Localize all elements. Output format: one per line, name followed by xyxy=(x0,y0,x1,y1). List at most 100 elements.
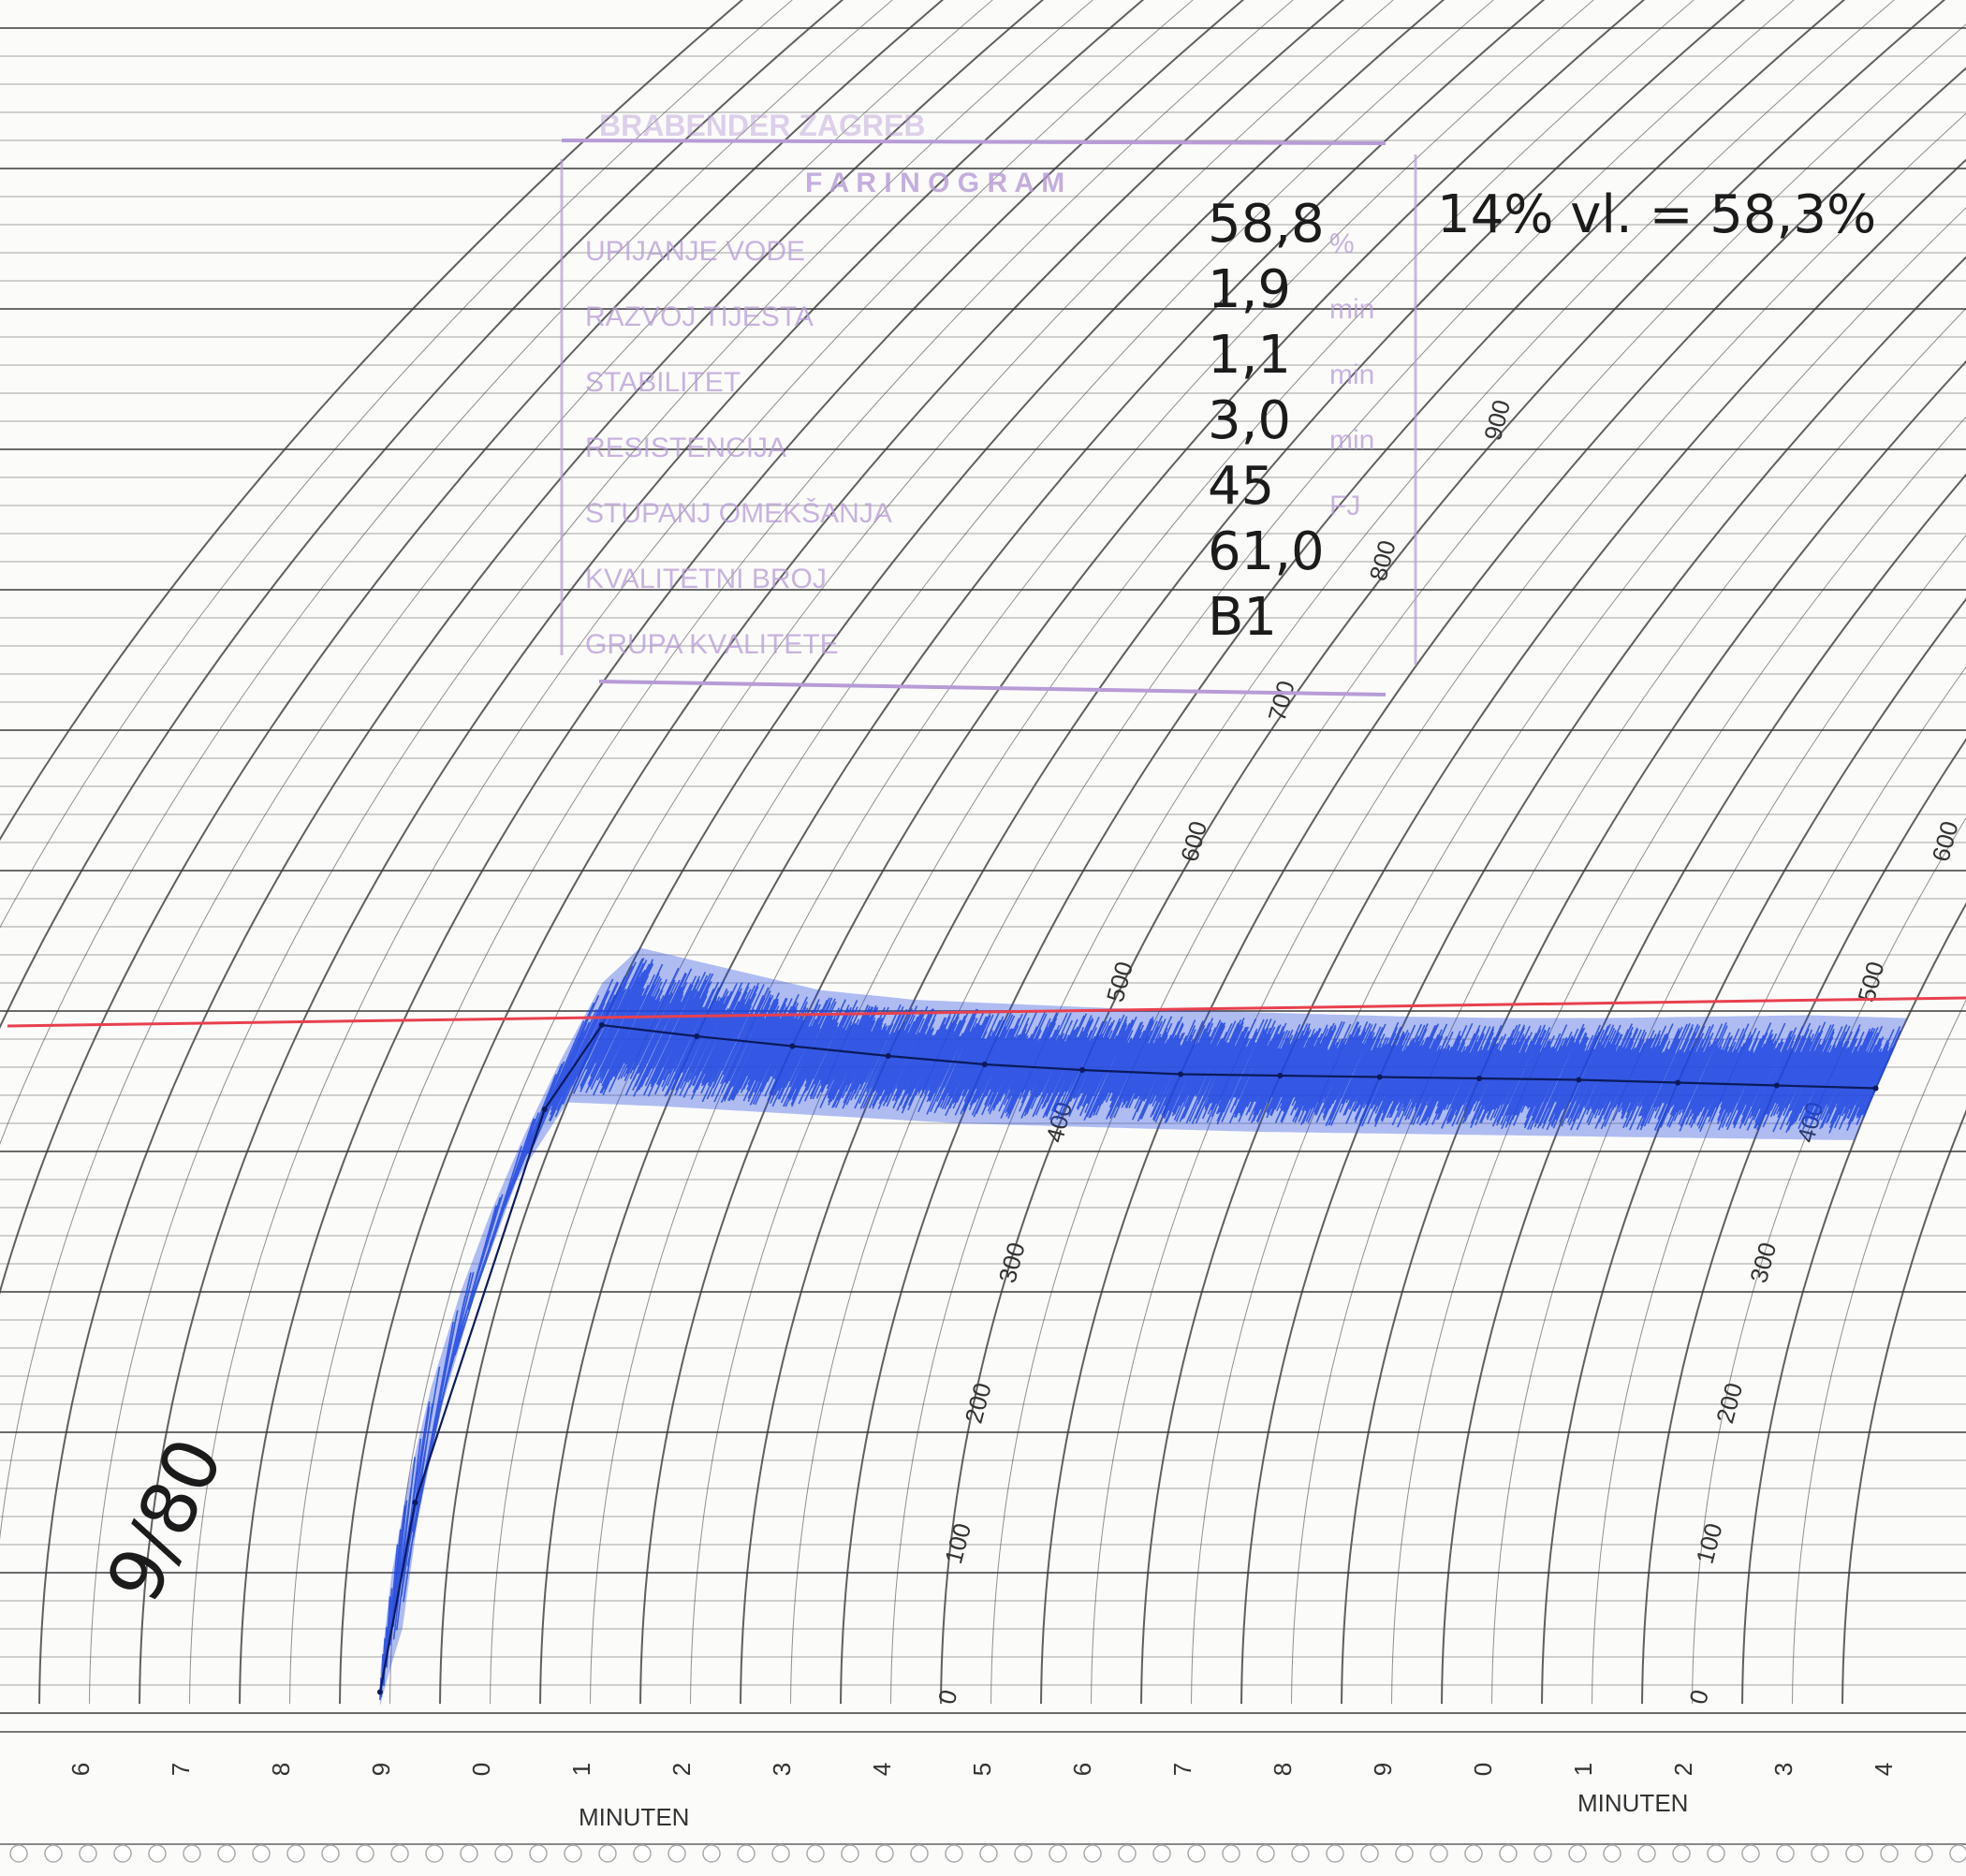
y-tick-label: 100 xyxy=(1691,1520,1728,1567)
sprocket-hole xyxy=(1568,1844,1587,1863)
curve-point xyxy=(1872,1085,1879,1092)
form-row-value: 45 xyxy=(1208,456,1274,517)
form-row-value: 3,0 xyxy=(1208,390,1291,451)
curve-point xyxy=(1476,1076,1483,1081)
sprocket-hole xyxy=(44,1844,63,1863)
form-row-unit: % xyxy=(1329,228,1355,259)
curve-point xyxy=(1178,1071,1184,1077)
sprocket-hole xyxy=(1222,1844,1240,1863)
form-row-label: GRUPA KVALITETE xyxy=(585,629,839,660)
sprocket-hole xyxy=(945,1844,963,1863)
form-row-unit: FJ xyxy=(1329,491,1360,521)
sprocket-hole xyxy=(1291,1844,1310,1863)
sprocket-hole xyxy=(1464,1844,1483,1863)
x-tick-label: 6 xyxy=(66,1763,95,1776)
sprocket-hole xyxy=(1707,1844,1725,1863)
y-tick-label: 100 xyxy=(939,1520,976,1567)
sprocket-hole xyxy=(1533,1844,1552,1863)
sprocket-hole xyxy=(1845,1844,1864,1863)
x-tick-label: 4 xyxy=(1870,1763,1898,1776)
sprocket-hole xyxy=(148,1844,167,1863)
y-tick-label: 0 xyxy=(932,1687,963,1707)
x-axis-label-repeat: MINUTEN xyxy=(1577,1789,1688,1817)
moisture-note: 14% vl. = 58,3% xyxy=(1437,184,1876,245)
x-tick-labels: 6 7 8 9 0 1 2 3 4 5 6 7 8 9 0 1 2 3 4 xyxy=(66,1763,1898,1776)
curve-point xyxy=(885,1053,891,1059)
sprocket-hole xyxy=(1360,1844,1379,1863)
sprocket-hole xyxy=(633,1844,652,1863)
sprocket-hole xyxy=(875,1844,894,1863)
sprocket-hole xyxy=(390,1844,409,1863)
curve-point xyxy=(541,1107,548,1112)
sprocket-hole xyxy=(1187,1844,1206,1863)
sprocket-hole xyxy=(529,1844,548,1863)
x-tick-label: 1 xyxy=(1569,1763,1597,1776)
curve-point xyxy=(1773,1082,1780,1089)
form-row-label: RESISTENCIJA xyxy=(585,432,786,463)
form-row-value: 58,8 xyxy=(1208,194,1325,255)
x-tick-label: 8 xyxy=(267,1763,295,1776)
sprocket-hole xyxy=(1014,1844,1033,1863)
sprocket-hole xyxy=(1430,1844,1448,1863)
sprocket-hole xyxy=(1637,1844,1656,1863)
y-tick-label: 900 xyxy=(1478,397,1516,444)
form-row-unit: min xyxy=(1329,425,1374,456)
sprocket-hole xyxy=(1395,1844,1414,1863)
sprocket-hole xyxy=(1326,1844,1344,1863)
x-tick-label: 9 xyxy=(1369,1763,1397,1776)
x-tick-label: 9 xyxy=(367,1763,395,1776)
sprocket-hole xyxy=(1603,1844,1621,1863)
sprocket-hole xyxy=(702,1844,721,1863)
y-tick-label: 800 xyxy=(1364,537,1401,584)
sprocket-hole xyxy=(806,1844,825,1863)
sprocket-hole xyxy=(9,1844,28,1863)
sprocket-hole xyxy=(286,1844,305,1863)
curve-point xyxy=(694,1033,700,1039)
form-row-label: UPIJANJE VODE xyxy=(585,236,805,267)
form-header: BRABENDER ZAGREB xyxy=(599,109,925,142)
chart-grid xyxy=(0,0,1966,1714)
sprocket-hole xyxy=(1672,1844,1691,1863)
form-row-label: RAZVOJ TIJESTA xyxy=(585,301,814,332)
form-row-value: 61,0 xyxy=(1208,521,1325,582)
sprocket-hole xyxy=(1880,1844,1899,1863)
y-tick-label: 0 xyxy=(1683,1687,1714,1707)
form-row-label: KVALITETNI BROJ xyxy=(585,564,827,594)
x-tick-label: 0 xyxy=(1469,1763,1497,1776)
sprocket-hole xyxy=(910,1844,929,1863)
sprocket-hole xyxy=(356,1844,374,1863)
sprocket-hole xyxy=(183,1844,201,1863)
result-form-stamp: BRABENDER ZAGREB F A R I N O G R A M UPI… xyxy=(560,109,1876,696)
sprocket-hole xyxy=(737,1844,756,1863)
sprocket-holes xyxy=(9,1844,1966,1863)
x-tick-label: 7 xyxy=(1168,1763,1196,1776)
curve-point xyxy=(376,1689,383,1695)
sprocket-hole xyxy=(1256,1844,1275,1863)
x-tick-label: 6 xyxy=(1068,1763,1096,1776)
sprocket-hole xyxy=(1915,1844,1933,1863)
curve-point xyxy=(789,1043,796,1049)
form-row-label: STUPANJ OMEKŠANJA xyxy=(585,497,892,529)
x-tick-label: 4 xyxy=(868,1763,896,1776)
y-tick-label: 200 xyxy=(960,1380,997,1427)
y-tick-label: 700 xyxy=(1263,678,1300,725)
x-tick-label: 3 xyxy=(1769,1763,1797,1776)
sprocket-hole xyxy=(113,1844,132,1863)
y-tick-label: 500 xyxy=(1101,959,1138,1005)
sprocket-hole xyxy=(1811,1844,1829,1863)
sprocket-hole xyxy=(1049,1844,1067,1863)
x-tick-label: 3 xyxy=(768,1763,796,1776)
sprocket-hole xyxy=(1776,1844,1795,1863)
y-tick-label: 600 xyxy=(1175,818,1212,865)
form-row-value: 1,9 xyxy=(1208,259,1291,320)
sprocket-hole xyxy=(1118,1844,1137,1863)
curve-point xyxy=(1675,1079,1681,1086)
curve-point xyxy=(598,1022,605,1028)
sprocket-hole xyxy=(668,1844,686,1863)
curve-point xyxy=(412,1500,418,1505)
sprocket-hole xyxy=(1152,1844,1171,1863)
x-tick-label: 2 xyxy=(668,1763,696,1776)
sprocket-hole xyxy=(252,1844,271,1863)
sprocket-hole xyxy=(425,1844,444,1863)
